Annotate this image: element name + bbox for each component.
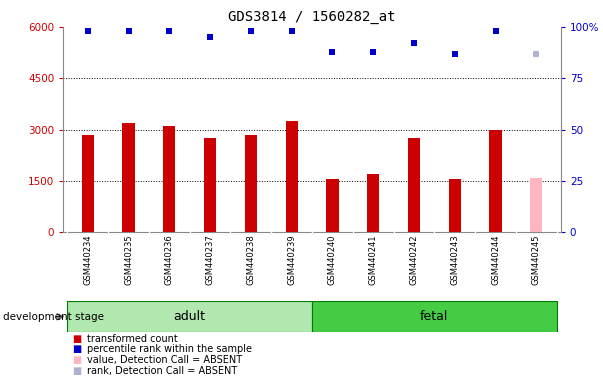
Text: GSM440238: GSM440238 bbox=[247, 234, 256, 285]
Text: GSM440244: GSM440244 bbox=[491, 234, 500, 285]
Text: ■: ■ bbox=[72, 355, 81, 365]
Bar bbox=[326, 179, 338, 232]
Text: development stage: development stage bbox=[3, 312, 104, 322]
Text: GSM440245: GSM440245 bbox=[532, 234, 541, 285]
Bar bbox=[122, 123, 134, 232]
Bar bbox=[367, 174, 379, 232]
Text: ■: ■ bbox=[72, 344, 81, 354]
Text: value, Detection Call = ABSENT: value, Detection Call = ABSENT bbox=[87, 355, 242, 365]
Bar bbox=[312, 301, 557, 332]
Bar bbox=[163, 126, 175, 232]
Text: ■: ■ bbox=[72, 366, 81, 376]
Text: GSM440241: GSM440241 bbox=[368, 234, 377, 285]
Text: adult: adult bbox=[174, 310, 206, 323]
Text: transformed count: transformed count bbox=[87, 334, 178, 344]
Text: GSM440240: GSM440240 bbox=[328, 234, 337, 285]
Text: GSM440237: GSM440237 bbox=[206, 234, 215, 285]
Text: ■: ■ bbox=[72, 334, 81, 344]
Text: GSM440234: GSM440234 bbox=[83, 234, 92, 285]
Text: GSM440236: GSM440236 bbox=[165, 234, 174, 285]
Bar bbox=[68, 301, 312, 332]
Title: GDS3814 / 1560282_at: GDS3814 / 1560282_at bbox=[229, 10, 396, 25]
Bar bbox=[286, 121, 298, 232]
Bar bbox=[245, 135, 257, 232]
Bar bbox=[490, 130, 502, 232]
Bar bbox=[81, 135, 94, 232]
Bar bbox=[204, 138, 216, 232]
Text: fetal: fetal bbox=[420, 310, 449, 323]
Text: GSM440235: GSM440235 bbox=[124, 234, 133, 285]
Text: rank, Detection Call = ABSENT: rank, Detection Call = ABSENT bbox=[87, 366, 238, 376]
Text: GSM440243: GSM440243 bbox=[450, 234, 459, 285]
Bar bbox=[408, 138, 420, 232]
Bar bbox=[530, 178, 543, 232]
Text: GSM440242: GSM440242 bbox=[409, 234, 418, 285]
Bar bbox=[449, 179, 461, 232]
Text: percentile rank within the sample: percentile rank within the sample bbox=[87, 344, 253, 354]
Text: GSM440239: GSM440239 bbox=[287, 234, 296, 285]
